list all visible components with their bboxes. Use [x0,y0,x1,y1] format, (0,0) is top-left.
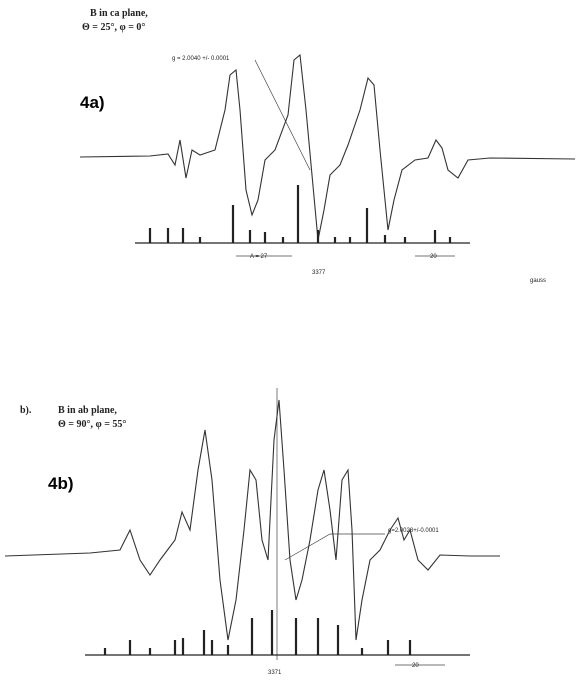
panel-label: 4a) [80,93,105,112]
center-field: 3371 [268,670,282,676]
spectrum-a [80,55,575,240]
stick-spectrum-b [105,610,410,655]
figure-page: B in ca plane, Θ = 25°, φ = 0° 4a) g = 2… [0,0,581,689]
spectrum-b [5,400,500,640]
stick-spectrum-a [150,185,450,243]
caption-line: Θ = 90°, φ = 55° [58,419,126,430]
figure: B in ca plane, Θ = 25°, φ = 0° 4a) g = 2… [0,0,581,689]
caption-line: B in ca plane, [90,8,148,19]
unit: gauss [530,278,546,284]
g-annotation: g=2.0028+/-0.0001 [388,528,439,534]
caption-line: Θ = 25°, φ = 0° [82,22,145,33]
center-field: 3377 [312,270,326,276]
caption-line: B in ab plane, [58,405,117,416]
hyperfine-label: A = 27 [250,254,268,260]
g-annotation: g = 2.0040 +/- 0.0001 [172,56,230,62]
scale-label: 20 [412,663,419,669]
annotation-arrow [255,60,310,170]
caption-prefix: b). [20,405,32,416]
scale-label: 20 [430,254,437,260]
panel-label: 4b) [48,474,74,493]
